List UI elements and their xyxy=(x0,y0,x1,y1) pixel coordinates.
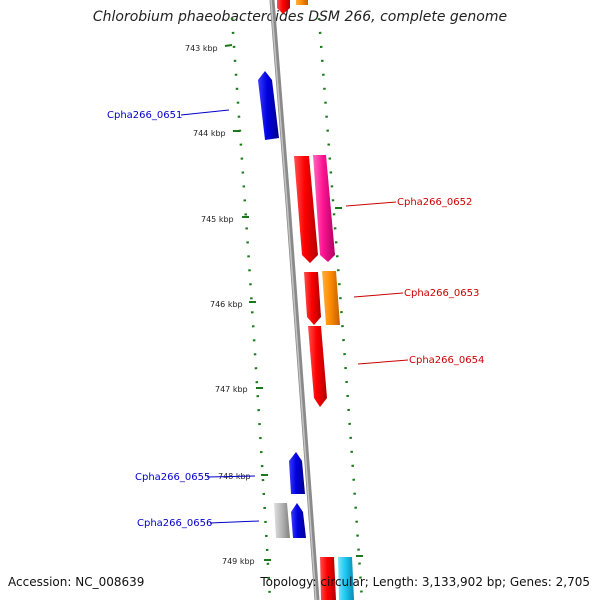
tick-label-749: 749 kbp xyxy=(222,557,255,566)
tick-mark-743 xyxy=(224,44,233,47)
gene-arrow-cpha266-0656[interactable] xyxy=(291,503,306,538)
gene-arrow-top-orange[interactable] xyxy=(296,0,308,5)
gene-arrow-bottom-cyan[interactable] xyxy=(338,557,354,600)
gene-arrow-top-red[interactable] xyxy=(277,0,290,14)
leader-line-0656 xyxy=(209,520,260,524)
gene-arrow-cpha266-0652[interactable] xyxy=(313,155,335,262)
tick-label-747: 747 kbp xyxy=(215,385,248,394)
gene-arrow-gray[interactable] xyxy=(274,503,290,538)
kbp-axis: 743 kbp 744 kbp 745 kbp 746 kbp 747 kbp … xyxy=(185,44,271,566)
gene-label-cpha266-0654[interactable]: Cpha266_0654 xyxy=(409,355,484,366)
leader-line-0652 xyxy=(345,201,397,207)
gene-label-cpha266-0656[interactable]: Cpha266_0656 xyxy=(137,518,212,529)
genome-title: Chlorobium phaeobacteroides DSM 266, com… xyxy=(92,9,508,25)
gene-label-cpha266-0655[interactable]: Cpha266_0655 xyxy=(135,472,210,483)
gene-arrow-bottom-red[interactable] xyxy=(320,557,336,600)
gene-label-cpha266-0651[interactable]: Cpha266_0651 xyxy=(107,110,182,121)
accession-text: Accession: NC_008639 xyxy=(8,575,145,589)
topology-text: Topology: circular; Length: 3,133,902 bp… xyxy=(260,575,590,589)
genome-backbone xyxy=(269,0,320,600)
gene-arrow-cpha266-0654[interactable] xyxy=(308,326,327,407)
tick-label-746: 746 kbp xyxy=(210,300,243,309)
gene-label-cpha266-0652[interactable]: Cpha266_0652 xyxy=(397,197,472,208)
gene-arrow-cpha266-0655[interactable] xyxy=(289,452,305,494)
leader-line-0654 xyxy=(357,359,409,365)
tick-label-745: 745 kbp xyxy=(201,215,234,224)
inner-dotted-ring xyxy=(230,17,272,600)
leader-line-0655 xyxy=(206,475,256,478)
leader-line-0653 xyxy=(353,292,404,298)
tick-label-744: 744 kbp xyxy=(193,129,226,138)
outer-dotted-ring xyxy=(317,17,364,600)
gene-arrow-cpha266-0651[interactable] xyxy=(258,71,279,140)
gene-arrow-red-b[interactable] xyxy=(304,272,321,325)
tick-label-743: 743 kbp xyxy=(185,44,218,53)
gene-arrow-cpha266-0653[interactable] xyxy=(322,271,340,325)
gene-label-cpha266-0653[interactable]: Cpha266_0653 xyxy=(404,288,479,299)
gene-arrow-red-a[interactable] xyxy=(294,156,318,263)
leader-line-0651 xyxy=(180,109,230,116)
